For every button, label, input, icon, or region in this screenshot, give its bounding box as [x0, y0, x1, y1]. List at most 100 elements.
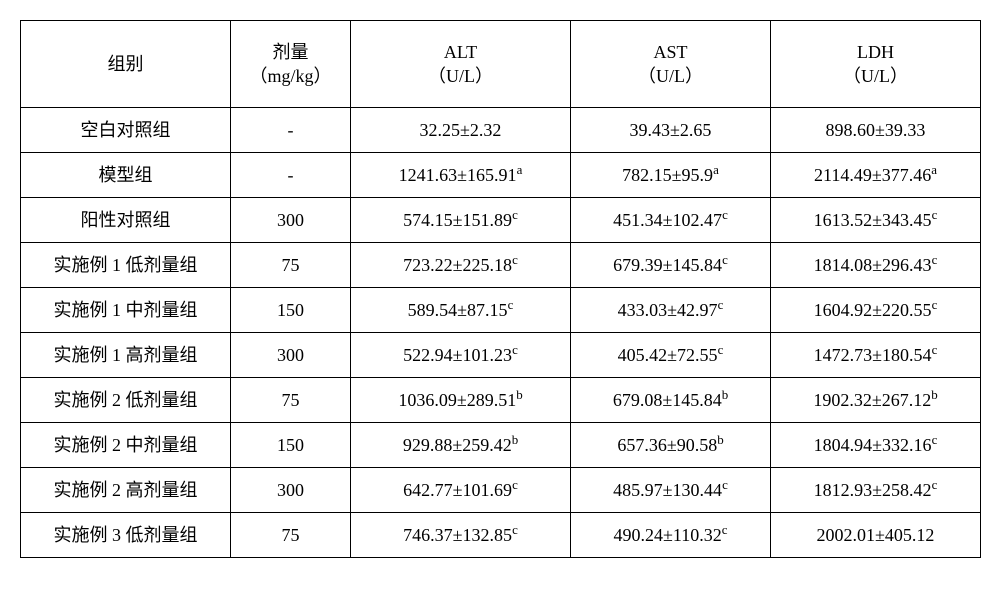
cell-dose-value: 75	[282, 525, 300, 545]
cell-group-value: 实施例 1 低剂量组	[54, 255, 198, 275]
cell-ast: 39.43±2.65	[571, 108, 771, 153]
cell-ldh-superscript: c	[932, 252, 938, 267]
cell-ast-superscript: c	[718, 342, 724, 357]
cell-group-value: 实施例 1 中剂量组	[54, 300, 198, 320]
cell-ast-superscript: c	[722, 522, 728, 537]
cell-ast-value: 657.36±90.58	[617, 435, 717, 455]
cell-alt: 746.37±132.85c	[351, 513, 571, 558]
cell-ldh-superscript: a	[931, 162, 937, 177]
cell-alt-superscript: c	[512, 252, 518, 267]
cell-ast-superscript: c	[722, 252, 728, 267]
cell-ast-value: 433.03±42.97	[618, 300, 718, 320]
table-row: 模型组-1241.63±165.91a782.15±95.9a2114.49±3…	[21, 153, 981, 198]
cell-alt-value: 929.88±259.42	[403, 435, 512, 455]
cell-alt-value: 746.37±132.85	[403, 525, 512, 545]
cell-ast-superscript: a	[713, 162, 719, 177]
cell-alt-value: 1241.63±165.91	[399, 165, 517, 185]
cell-dose: 300	[231, 333, 351, 378]
col-header-dose: 剂量 （mg/kg）	[231, 21, 351, 108]
table-row: 空白对照组 - 32.25±2.3239.43±2.65 898.60±39.33	[21, 108, 981, 153]
cell-group-value: 阳性对照组	[81, 210, 171, 230]
cell-dose-value: -	[288, 120, 294, 140]
cell-ast-superscript: c	[718, 297, 724, 312]
cell-alt-value: 723.22±225.18	[403, 255, 512, 275]
cell-ldh-value: 2114.49±377.46	[814, 165, 931, 185]
col-header-ldh: LDH （U/L）	[771, 21, 981, 108]
cell-dose-value: 75	[282, 390, 300, 410]
col-header-alt-l2: （U/L）	[355, 64, 566, 88]
cell-dose: -	[231, 153, 351, 198]
cell-dose: 300	[231, 198, 351, 243]
cell-dose-value: 300	[277, 210, 304, 230]
cell-ldh: 1804.94±332.16c	[771, 423, 981, 468]
cell-ldh-value: 2002.01±405.12	[817, 525, 935, 545]
cell-dose-value: 75	[282, 255, 300, 275]
cell-ldh: 1812.93±258.42c	[771, 468, 981, 513]
table-row: 实施例 1 低剂量组75723.22±225.18c679.39±145.84c…	[21, 243, 981, 288]
cell-alt-superscript: a	[517, 162, 523, 177]
cell-ldh-value: 898.60±39.33	[826, 120, 926, 140]
cell-alt-superscript: b	[516, 387, 522, 402]
cell-alt-superscript: c	[512, 522, 518, 537]
cell-dose: 75	[231, 378, 351, 423]
cell-alt: 32.25±2.32	[351, 108, 571, 153]
cell-ast: 679.39±145.84c	[571, 243, 771, 288]
cell-ldh-superscript: c	[932, 477, 938, 492]
cell-alt-superscript: b	[512, 432, 518, 447]
cell-alt: 1241.63±165.91a	[351, 153, 571, 198]
col-header-dose-l2: （mg/kg）	[235, 64, 346, 88]
cell-group-value: 空白对照组	[81, 120, 171, 140]
cell-ldh: 2114.49±377.46a	[771, 153, 981, 198]
cell-ldh: 1613.52±343.45c	[771, 198, 981, 243]
cell-alt: 929.88±259.42b	[351, 423, 571, 468]
cell-group: 实施例 2 中剂量组	[21, 423, 231, 468]
cell-ast-value: 679.39±145.84	[613, 255, 722, 275]
cell-group-value: 实施例 2 中剂量组	[54, 435, 198, 455]
cell-ast-value: 485.97±130.44	[613, 480, 722, 500]
cell-group: 实施例 3 低剂量组	[21, 513, 231, 558]
cell-ast-value: 679.08±145.84	[613, 390, 722, 410]
cell-ldh-superscript: c	[932, 342, 938, 357]
cell-ast-superscript: b	[722, 387, 728, 402]
cell-alt-superscript: c	[508, 297, 514, 312]
cell-ast-value: 405.42±72.55	[618, 345, 718, 365]
col-header-group-l1: 组别	[25, 52, 226, 76]
cell-alt-value: 522.94±101.23	[403, 345, 512, 365]
cell-ast: 451.34±102.47c	[571, 198, 771, 243]
cell-ldh-superscript: c	[932, 207, 938, 222]
col-header-dose-l1: 剂量	[235, 40, 346, 64]
cell-alt-value: 574.15±151.89	[403, 210, 512, 230]
cell-ast: 679.08±145.84b	[571, 378, 771, 423]
cell-ldh-value: 1472.73±180.54	[814, 345, 932, 365]
col-header-ast-l2: （U/L）	[575, 64, 766, 88]
cell-dose: 75	[231, 513, 351, 558]
cell-alt: 723.22±225.18c	[351, 243, 571, 288]
cell-dose-value: 150	[277, 300, 304, 320]
cell-dose-value: 300	[277, 480, 304, 500]
cell-dose: -	[231, 108, 351, 153]
cell-ldh: 1604.92±220.55c	[771, 288, 981, 333]
col-header-ast: AST （U/L）	[571, 21, 771, 108]
data-table: 组别 剂量 （mg/kg） ALT （U/L） AST （U/L） LDH （U…	[20, 20, 981, 558]
cell-ast-value: 782.15±95.9	[622, 165, 713, 185]
cell-group: 实施例 1 高剂量组	[21, 333, 231, 378]
cell-group-value: 实施例 2 低剂量组	[54, 390, 198, 410]
cell-group-value: 模型组	[99, 165, 153, 185]
col-header-alt: ALT （U/L）	[351, 21, 571, 108]
cell-ldh: 1472.73±180.54c	[771, 333, 981, 378]
cell-group: 实施例 2 高剂量组	[21, 468, 231, 513]
cell-ast: 405.42±72.55c	[571, 333, 771, 378]
cell-alt-superscript: c	[512, 342, 518, 357]
cell-ast: 782.15±95.9a	[571, 153, 771, 198]
cell-dose: 150	[231, 423, 351, 468]
cell-alt-value: 1036.09±289.51	[398, 390, 516, 410]
cell-ldh: 2002.01±405.12	[771, 513, 981, 558]
cell-ldh-value: 1604.92±220.55	[814, 300, 932, 320]
table-row: 实施例 3 低剂量组75746.37±132.85c490.24±110.32c…	[21, 513, 981, 558]
cell-ldh-superscript: c	[932, 432, 938, 447]
cell-alt-superscript: c	[512, 207, 518, 222]
cell-dose-value: -	[288, 165, 294, 185]
cell-group: 实施例 1 中剂量组	[21, 288, 231, 333]
cell-alt: 589.54±87.15c	[351, 288, 571, 333]
cell-ldh-superscript: b	[931, 387, 937, 402]
